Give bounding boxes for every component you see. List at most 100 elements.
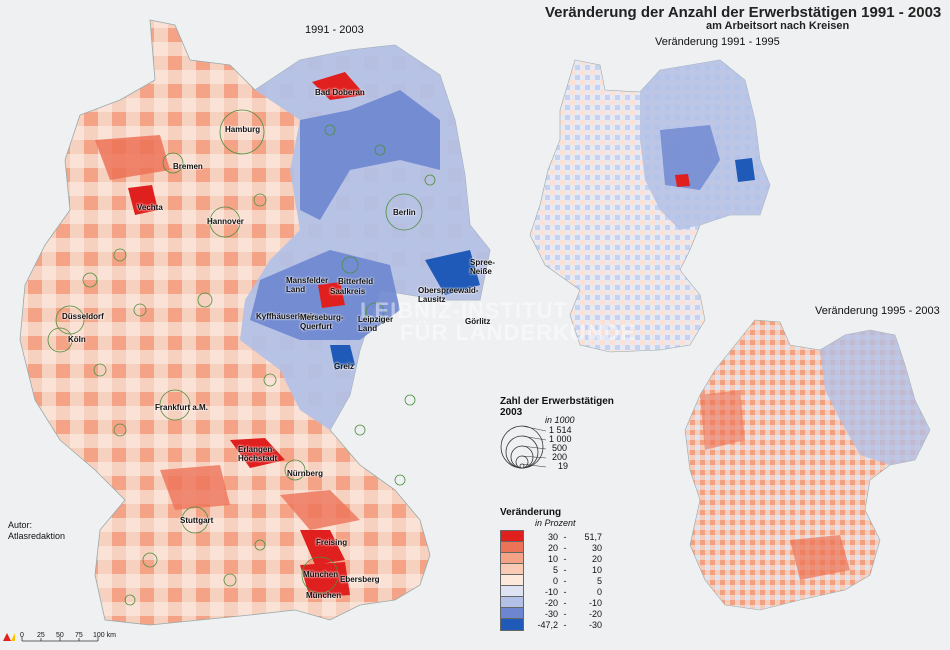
small-map-1995-2003-west (700, 390, 745, 450)
legend-range-from: 30 (547, 531, 558, 542)
city-label: München (303, 570, 339, 579)
main-south-orange (160, 465, 230, 510)
legend-range-from: 20 (547, 542, 558, 553)
legend-range-from: 5 (552, 564, 558, 575)
legend-range-separator: - (563, 608, 567, 619)
main-vechta-red (128, 185, 158, 215)
legend-swatch (500, 618, 524, 631)
main-bad-doberan-red (312, 72, 365, 100)
legend-range-to: -30 (588, 619, 602, 630)
legend-range-separator: - (563, 597, 567, 608)
legend-range-from: -10 (544, 586, 558, 597)
size-legend-value: 200 (552, 452, 568, 462)
size-legend-value: 1 000 (549, 434, 572, 444)
size-legend-value: 19 (558, 461, 569, 471)
legend-range-from: -20 (544, 597, 558, 608)
legend-range-separator: - (563, 564, 567, 575)
city-label: Köln (68, 335, 86, 344)
legend-range-to: 0 (596, 586, 602, 597)
small-map-1995-2003-label: Veränderung 1995 - 2003 (815, 305, 940, 317)
legend-range-to: 30 (591, 542, 602, 553)
city-label: Hannover (207, 217, 244, 226)
city-label: Nürnberg (287, 469, 323, 478)
small-map-1991-1995-label: Veränderung 1991 - 1995 (655, 36, 780, 48)
scale-tick-label: 0 (20, 632, 24, 639)
city-label: Görlitz (465, 317, 491, 326)
city-label: Vechta (137, 203, 163, 212)
scale-tick-label: 50 (56, 632, 64, 639)
scale-tick-label: 100 km (93, 632, 116, 639)
main-greiz-dark (330, 345, 355, 370)
city-label: Bremen (173, 162, 203, 171)
city-label: Ebersberg (340, 575, 380, 584)
legend-range-separator: - (563, 542, 567, 553)
watermark: LEIBNIZ-INSTITUT FÜR LÄNDERKUNDE (360, 300, 636, 344)
author-label: Autor: (8, 520, 33, 530)
size-legend-value: 1 514 (549, 425, 572, 435)
main-east-dark (300, 90, 440, 220)
size-legend-heading: Zahl der Erwerbstätigen 2003 (500, 396, 614, 418)
small-map-1991-1995-red (675, 174, 690, 187)
legend-range-separator: - (563, 586, 567, 597)
main-east-darkest (425, 250, 480, 295)
color-legend-row: -10- 0 (500, 585, 602, 598)
city-label: Frankfurt a.M. (155, 403, 208, 412)
small-map-1991-1995-east-dark (660, 125, 720, 190)
legend-range-to: -20 (588, 608, 602, 619)
main-saalkreis-red (318, 282, 345, 308)
city-label: Berlin (393, 208, 416, 217)
city-label: Stuttgart (180, 516, 214, 525)
watermark-line-1: LEIBNIZ-INSTITUT (360, 298, 568, 323)
main-erlangen-red (230, 438, 285, 468)
legend-range-from: 0 (552, 575, 558, 586)
color-legend-rows: 30-51,7 20-30 10-20 5-10 0-5 -10-0 -20- -10 -30-… (500, 530, 602, 631)
small-map-1995-2003-east (820, 330, 930, 465)
size-legend-unit: in 1000 (545, 415, 575, 425)
legend-range-to: -10 (588, 597, 602, 608)
legend-range-from: 10 (547, 553, 558, 564)
author-note: Autor: Atlasredaktion (8, 520, 65, 542)
legend-range-separator: - (563, 531, 567, 542)
city-label: Düsseldorf (62, 312, 104, 321)
main-circles (47, 109, 436, 606)
legend-range-to: 5 (596, 575, 602, 586)
watermark-line-2: FÜR LÄNDERKUNDE (400, 320, 637, 345)
small-map-1991-1995-spree (735, 158, 755, 182)
main-freising-red (300, 530, 345, 565)
city-label: Merseburg-Querfurt (300, 313, 344, 331)
main-map-label: 1991 - 2003 (305, 24, 364, 36)
legend-range-to: 10 (591, 564, 602, 575)
size-legend-circles (500, 425, 544, 469)
scale-bar (21, 637, 99, 642)
city-label: Bad Doberan (315, 88, 365, 97)
main-bavaria-orange (280, 490, 360, 530)
scale-tick-label: 25 (37, 632, 45, 639)
scale-tick-label: 75 (75, 632, 83, 639)
legend-range-to: 51,7 (584, 531, 602, 542)
city-label: Hamburg (225, 125, 261, 134)
city-label: München (306, 591, 342, 600)
author-name: Atlasredaktion (8, 531, 66, 541)
city-label: Kyffhäuserkreis (256, 312, 317, 321)
city-label: Oberspreewald-Lausitz (418, 286, 479, 304)
city-label: Leipziger Land (358, 315, 394, 333)
legend-range-from: -47,2 (537, 619, 558, 630)
legend-range-separator: - (563, 619, 567, 630)
legend-range-from: -30 (544, 608, 558, 619)
city-label: Erlangen-Höchstadt (238, 445, 278, 463)
size-legend-value: 500 (552, 443, 568, 453)
legend-range-to: 20 (591, 553, 602, 564)
city-label: Greiz (334, 362, 355, 371)
main-west-orange (95, 135, 170, 180)
map-subtitle: am Arbeitsort nach Kreisen (706, 20, 850, 32)
small-map-1995-2003-south (790, 535, 850, 580)
city-label: Spree-Neiße (470, 258, 495, 276)
city-label: Bitterfeld (338, 277, 374, 286)
color-legend-row: -47,2- -30 (500, 618, 602, 631)
city-label: Mansfelder Land (286, 276, 329, 294)
city-label: Freising (316, 538, 348, 547)
size-legend-leaders (521, 425, 547, 468)
compass-icon (3, 633, 15, 641)
color-legend-heading: Veränderung (500, 507, 562, 518)
